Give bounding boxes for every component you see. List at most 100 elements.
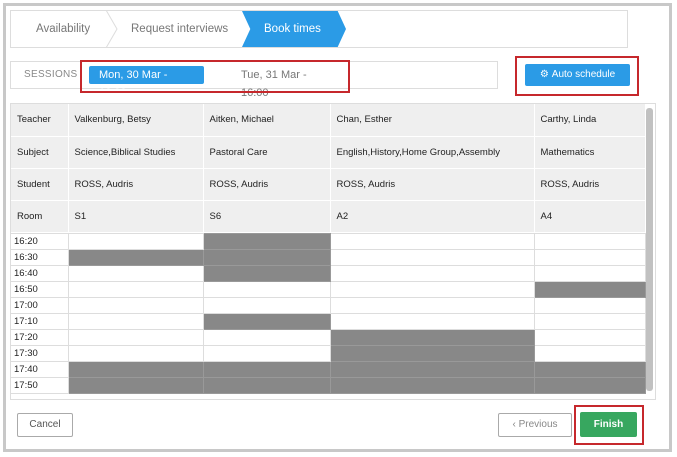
slot-free[interactable] — [533, 232, 646, 250]
slot-free[interactable] — [202, 296, 331, 314]
slot-time: 16:40 — [11, 264, 69, 282]
sessions-bar: SESSIONS Mon, 30 Mar - 16:00 Tue, 31 Mar… — [10, 61, 498, 99]
slot-busy[interactable] — [533, 376, 646, 394]
slot-time: 17:00 — [11, 296, 69, 314]
teacher-name: Valkenburg, Betsy — [68, 104, 204, 137]
slot-busy[interactable] — [202, 312, 331, 330]
slot-time: 16:30 — [11, 248, 69, 266]
previous-button[interactable]: ‹ Previous — [498, 413, 572, 437]
slot-free[interactable] — [533, 312, 646, 330]
teacher-name: Carthy, Linda — [534, 104, 646, 137]
slot-busy[interactable] — [533, 360, 646, 378]
slot-busy[interactable] — [329, 360, 535, 378]
slot-free[interactable] — [67, 280, 204, 298]
slot-busy[interactable] — [202, 360, 331, 378]
grid-scrollbar[interactable] — [646, 106, 653, 396]
student-name: ROSS, Audris — [330, 168, 535, 201]
slot-busy[interactable] — [202, 376, 331, 394]
slot-time: 17:50 — [11, 376, 69, 394]
slot-free[interactable] — [67, 264, 204, 282]
auto-schedule-button[interactable]: ⚙ Auto schedule — [525, 64, 630, 86]
cancel-button[interactable]: Cancel — [17, 413, 73, 437]
slot-row: 17:50 — [11, 376, 646, 394]
slot-free[interactable] — [67, 312, 204, 330]
student-name: ROSS, Audris — [534, 168, 646, 201]
slot-row: 17:40 — [11, 360, 646, 378]
slot-free[interactable] — [533, 296, 646, 314]
sessions-label: SESSIONS — [24, 69, 78, 80]
student-name: ROSS, Audris — [68, 168, 204, 201]
slot-free[interactable] — [67, 296, 204, 314]
slot-free[interactable] — [329, 248, 535, 266]
student-name: ROSS, Audris — [203, 168, 331, 201]
subject-name: Mathematics — [534, 136, 646, 169]
slot-row: 17:10 — [11, 312, 646, 330]
scroll-thumb[interactable] — [646, 108, 653, 391]
gears-icon: ⚙ — [539, 69, 549, 80]
slot-free[interactable] — [67, 232, 204, 250]
room-name: S6 — [203, 200, 331, 233]
schedule-grid: Teacher Valkenburg, Betsy Aitken, Michae… — [10, 103, 656, 400]
slot-busy[interactable] — [329, 344, 535, 362]
auto-schedule-label: Auto schedule — [551, 69, 616, 80]
chevron-left-icon: ‹ — [512, 419, 519, 430]
grid-header: Teacher Valkenburg, Betsy Aitken, Michae… — [11, 104, 646, 233]
chevron-right-icon — [105, 11, 119, 47]
room-name: A4 — [534, 200, 646, 233]
step-book-times[interactable]: Book times — [242, 11, 346, 47]
slot-free[interactable] — [67, 328, 204, 346]
subject-name: Science,Biblical Studies — [68, 136, 204, 169]
row-label-room: Room — [11, 200, 69, 233]
slot-busy[interactable] — [202, 264, 331, 282]
previous-label: Previous — [518, 419, 558, 430]
slot-row: 16:20 — [11, 232, 646, 250]
slot-free[interactable] — [329, 264, 535, 282]
step-availability[interactable]: Availability — [36, 23, 91, 35]
teacher-name: Aitken, Michael — [203, 104, 331, 137]
slot-row: 16:30 — [11, 248, 646, 266]
slot-busy[interactable] — [202, 232, 331, 250]
slot-free[interactable] — [202, 328, 331, 346]
slot-busy[interactable] — [533, 280, 646, 298]
slot-row: 17:00 — [11, 296, 646, 314]
subject-name: Pastoral Care — [203, 136, 331, 169]
slot-busy[interactable] — [67, 248, 204, 266]
slot-busy[interactable] — [329, 376, 535, 394]
slot-busy[interactable] — [329, 328, 535, 346]
slot-free[interactable] — [533, 264, 646, 282]
subject-name: English,History,Home Group,Assembly — [330, 136, 535, 169]
slot-free[interactable] — [329, 232, 535, 250]
slot-free[interactable] — [329, 312, 535, 330]
session-tue-button[interactable]: Tue, 31 Mar - 16:00 — [241, 69, 307, 99]
time-slots: 16:20 16:30 16:40 16:50 17:00 17:10 17:20 17:30… — [11, 232, 646, 394]
finish-button[interactable]: Finish — [580, 412, 637, 437]
slot-busy[interactable] — [202, 248, 331, 266]
slot-time: 17:10 — [11, 312, 69, 330]
slot-busy[interactable] — [67, 360, 204, 378]
slot-busy[interactable] — [67, 376, 204, 394]
slot-time: 17:40 — [11, 360, 69, 378]
room-name: S1 — [68, 200, 204, 233]
slot-free[interactable] — [533, 328, 646, 346]
slot-free[interactable] — [202, 344, 331, 362]
slot-time: 17:20 — [11, 328, 69, 346]
slot-row: 16:50 — [11, 280, 646, 298]
wizard-steps: Availability Request interviews Book tim… — [10, 10, 628, 48]
slot-row: 17:30 — [11, 344, 646, 362]
slot-free[interactable] — [329, 280, 535, 298]
step-request-interviews[interactable]: Request interviews — [131, 23, 229, 35]
slot-free[interactable] — [533, 344, 646, 362]
slot-free[interactable] — [202, 280, 331, 298]
slot-row: 16:40 — [11, 264, 646, 282]
slot-row: 17:20 — [11, 328, 646, 346]
row-label-student: Student — [11, 168, 69, 201]
row-label-subject: Subject — [11, 136, 69, 169]
session-mon-button[interactable]: Mon, 30 Mar - 16:00 — [89, 66, 204, 99]
room-name: A2 — [330, 200, 535, 233]
slot-free[interactable] — [329, 296, 535, 314]
slot-time: 17:30 — [11, 344, 69, 362]
slot-time: 16:50 — [11, 280, 69, 298]
slot-free[interactable] — [67, 344, 204, 362]
row-label-teacher: Teacher — [11, 104, 69, 137]
slot-free[interactable] — [533, 248, 646, 266]
